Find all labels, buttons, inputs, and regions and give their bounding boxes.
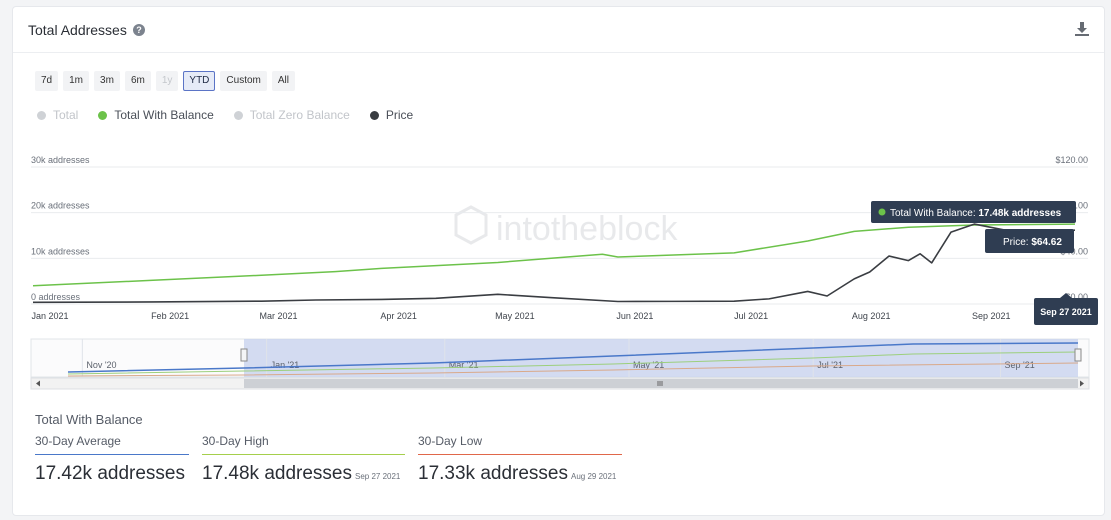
tooltip-price-value: $64.62 xyxy=(1031,237,1062,248)
tooltip-price-text: Price: $64.62 xyxy=(1003,237,1062,248)
legend-item-total[interactable]: Total xyxy=(37,108,78,122)
x-tick-label: Jan 2021 xyxy=(31,311,68,321)
x-tick-label: May 2021 xyxy=(495,311,535,321)
stat-value: 17.48k addresses xyxy=(202,463,352,484)
x-tick-label: Apr 2021 xyxy=(380,311,417,321)
watermark-logo: intotheblock xyxy=(454,205,678,248)
range-button-ytd[interactable]: YTD xyxy=(183,71,216,91)
stat-label: 30-Day Low xyxy=(418,434,483,448)
legend-dot-icon xyxy=(98,110,108,120)
watermark-hexagon-icon xyxy=(454,205,488,245)
help-icon[interactable]: ? xyxy=(133,24,145,36)
stat-30-day-low: 30-Day Low 17.33k addresses Aug 29 2021 xyxy=(418,434,622,485)
navigator-series-total xyxy=(67,342,1079,373)
y-left-tick-label: 20k addresses xyxy=(31,201,90,211)
stats-title: Total With Balance xyxy=(35,412,143,427)
range-button-all[interactable]: All xyxy=(271,71,295,91)
series-line-total-with-balance xyxy=(32,223,1076,287)
tooltip-date-box xyxy=(1034,298,1098,325)
x-tick-label: Aug 2021 xyxy=(852,311,891,321)
range-button-3m[interactable]: 3m xyxy=(94,71,120,91)
legend-label: Price xyxy=(385,108,414,122)
legend-dot-icon xyxy=(233,110,243,120)
tooltip-box xyxy=(871,201,1076,223)
y-right-tick-label: $120.00 xyxy=(1055,155,1088,165)
navigator-tick-label: Mar '21 xyxy=(449,360,479,370)
chart-card: Total Addresses ? 7d 1m 3m 6m 1y YTD Custom All… xyxy=(12,6,1105,516)
tooltip-label: Total With Balance: xyxy=(890,208,978,219)
legend-dot-icon xyxy=(37,110,46,120)
line-chart[interactable]: intotheblock 0 addresses 10k addresses 20k … xyxy=(13,147,1106,392)
x-tick-label: Jul 2021 xyxy=(734,311,768,321)
navigator-handle-right[interactable] xyxy=(1074,348,1082,362)
x-tick-label: Feb 2021 xyxy=(151,311,189,321)
tooltip-value: 17.48k addresses xyxy=(978,208,1061,219)
tooltip-text: Total With Balance: 17.48k addresses xyxy=(890,208,1062,219)
legend-item-price[interactable]: Price xyxy=(369,108,414,122)
y-right-tick-label: $0.00 xyxy=(1065,292,1088,302)
tooltip-price-label: Price: xyxy=(1003,237,1031,248)
tooltip-price-box xyxy=(985,229,1074,253)
navigator-tick-label: Nov '20 xyxy=(86,360,116,370)
download-icon[interactable] xyxy=(1074,21,1090,37)
navigator-series-balance xyxy=(67,351,1079,375)
x-tick-label: Jun 2021 xyxy=(616,311,653,321)
stat-underline xyxy=(35,454,189,455)
stat-underline xyxy=(202,454,405,455)
navigator-tick-label: May '21 xyxy=(633,360,664,370)
navigator-series-zero xyxy=(67,362,1079,377)
range-selector: 7d 1m 3m 6m 1y YTD Custom All xyxy=(35,71,295,91)
scroll-left-arrow-icon[interactable] xyxy=(36,380,40,387)
scrollbar-thumb[interactable] xyxy=(244,379,1078,388)
stat-underline xyxy=(418,454,622,455)
range-button-7d[interactable]: 7d xyxy=(35,71,59,91)
legend-item-total-with-balance[interactable]: Total With Balance xyxy=(98,108,214,122)
stat-label: 30-Day High xyxy=(202,434,269,448)
navigator-tick-label: Jul '21 xyxy=(817,360,843,370)
stat-value: 17.42k addresses xyxy=(35,463,185,484)
legend-item-total-zero-balance[interactable]: Total Zero Balance xyxy=(233,108,350,122)
y-left-tick-label: 30k addresses xyxy=(31,155,90,165)
chart-tooltip: Total With Balance: 17.48k addresses Pric… xyxy=(871,201,1098,325)
chart-legend: Total Total With Balance Total Zero Balanc… xyxy=(37,108,413,122)
range-button-6m[interactable]: 6m xyxy=(124,71,151,91)
y-right-tick-label: $40.00 xyxy=(1060,246,1088,256)
stat-label: 30-Day Average xyxy=(35,434,121,448)
stat-date: Sep 27 2021 xyxy=(355,472,401,481)
series-line-price xyxy=(32,223,1076,304)
stat-value: 17.33k addresses xyxy=(418,463,568,484)
y-left-tick-label: 10k addresses xyxy=(31,246,90,256)
navigator-selection xyxy=(244,339,1078,377)
y-left-tick-label: 0 addresses xyxy=(31,292,81,302)
card-header: Total Addresses ? xyxy=(13,7,1104,53)
watermark-text: intotheblock xyxy=(496,210,678,248)
card-title: Total Addresses xyxy=(28,22,127,38)
legend-label: Total Zero Balance xyxy=(249,108,350,122)
range-button-1y[interactable]: 1y xyxy=(155,71,179,91)
navigator-tick-label: Sep '21 xyxy=(1004,360,1034,370)
navigator: Nov '20 Jan '21 Mar '21 May '21 Jul '21 Sep '… xyxy=(30,338,1090,390)
legend-dot-icon xyxy=(369,110,379,120)
stat-30-day-average: 30-Day Average 17.42k addresses xyxy=(35,434,189,485)
tooltip-date: Sep 27 2021 xyxy=(1040,307,1092,317)
stat-30-day-high: 30-Day High 17.48k addresses Sep 27 2021 xyxy=(202,434,405,485)
range-button-custom[interactable]: Custom xyxy=(220,71,267,91)
legend-label: Total xyxy=(53,108,79,122)
x-tick-label: Sep 2021 xyxy=(972,311,1011,321)
tooltip-date-arrow-icon xyxy=(1060,293,1072,298)
legend-label: Total With Balance xyxy=(114,108,214,122)
navigator-tick-label: Jan '21 xyxy=(271,360,300,370)
tooltip-dot-icon xyxy=(878,208,886,216)
x-tick-label: Mar 2021 xyxy=(260,311,298,321)
stat-date: Aug 29 2021 xyxy=(571,472,617,481)
range-button-1m[interactable]: 1m xyxy=(63,71,90,91)
scroll-right-arrow-icon[interactable] xyxy=(1080,380,1084,387)
navigator-handle-left[interactable] xyxy=(240,348,248,362)
